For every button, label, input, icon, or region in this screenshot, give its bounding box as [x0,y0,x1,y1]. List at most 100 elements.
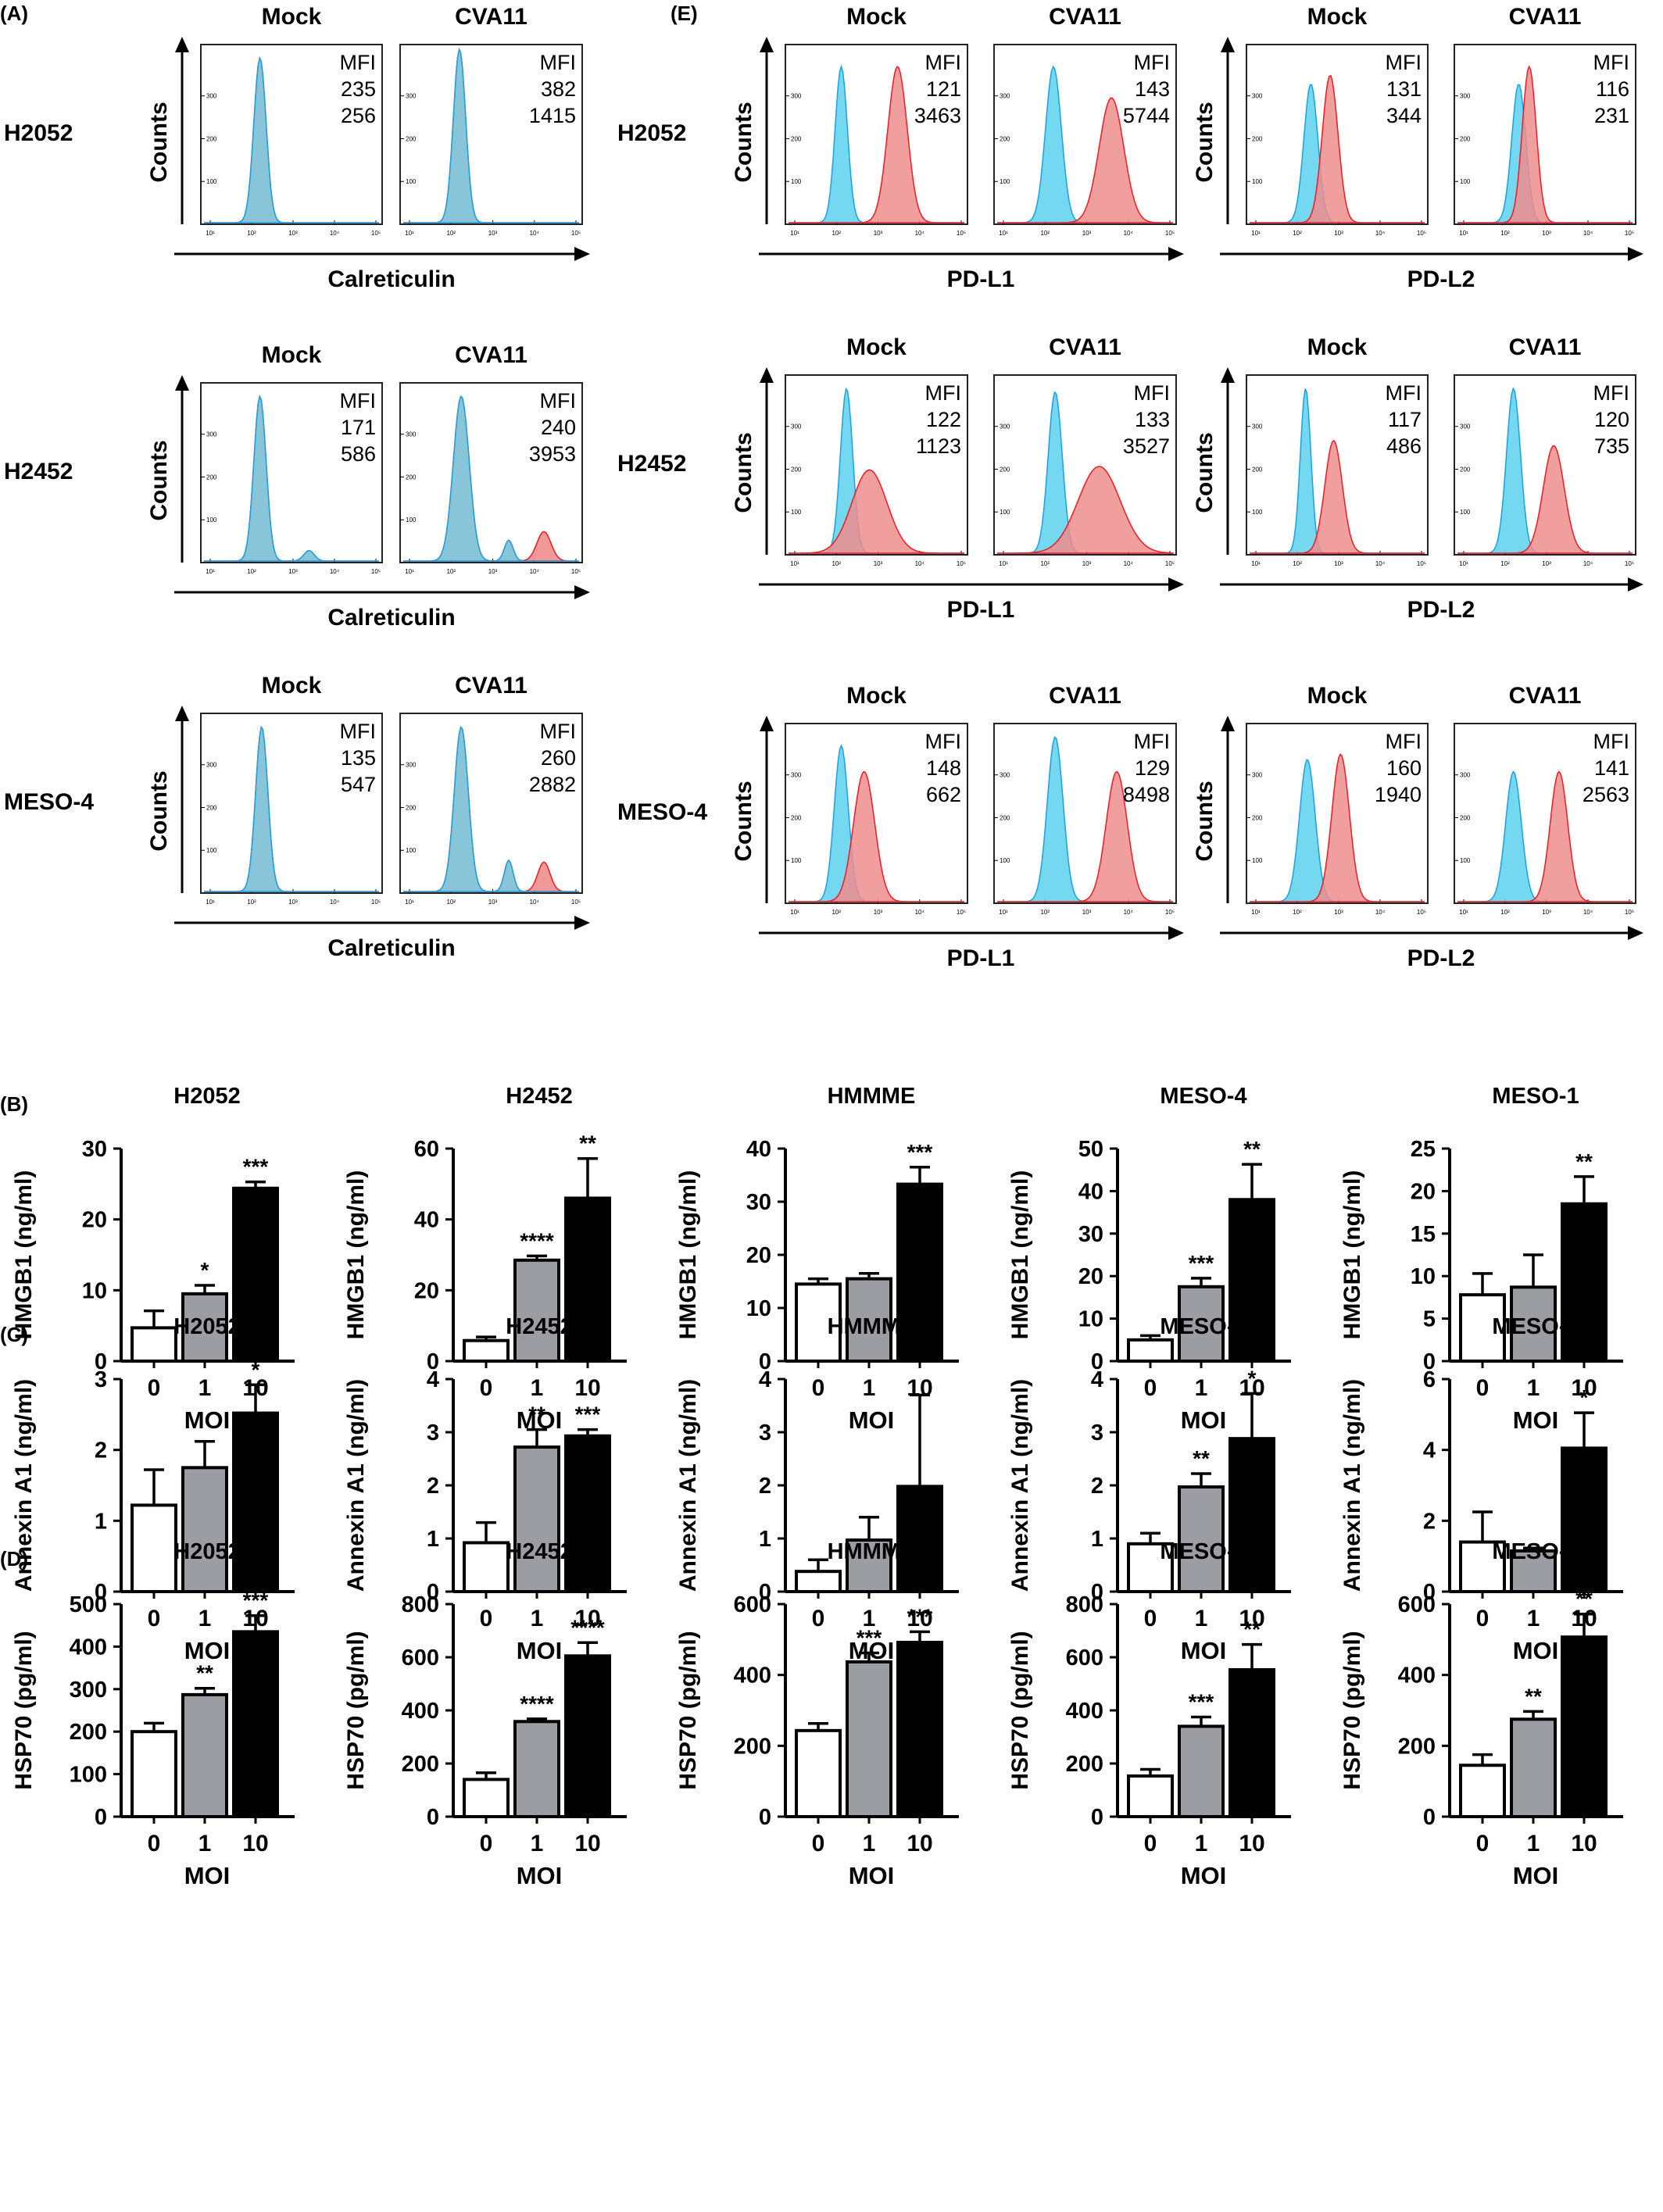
significance-marker: *** [907,1604,933,1628]
bar-moi-1 [1510,1549,1557,1594]
x-tick-label: 10¹ [1459,909,1468,916]
x-axis-label: MOI [1513,1406,1559,1434]
x-tick-label: 10¹ [790,230,799,237]
histogram-frame [399,713,583,894]
stained-histogram [1250,439,1425,554]
y-tick-label: 200 [1398,1734,1436,1759]
x-tick-label: 10² [1293,230,1302,237]
y-tick-label: 400 [402,1699,439,1724]
mfi-stained-value: 344 [1386,104,1422,127]
x-axis-label: MOI [1181,1862,1227,1889]
y-tick-label: 15 [1411,1222,1436,1247]
x-tick-label: 10³ [1542,230,1551,237]
bar-moi-0 [463,1338,510,1363]
condition-header-mock: Mock [1307,4,1368,30]
y-tick-label: 200 [1252,135,1263,142]
y-tick-label: 0 [427,1805,439,1830]
mfi-label: MFI [1593,381,1630,405]
condition-header-cva11: CVA11 [1509,4,1582,30]
y-tick-label: 200 [791,466,802,473]
isotype-histogram [403,47,579,223]
y-tick-label: 30 [82,1137,107,1162]
y-tick-label: 300 [1252,772,1263,779]
y-tick-label: 200 [206,473,217,481]
x-tick-label: 1 [198,1831,212,1856]
y-tick-label: 600 [402,1646,439,1671]
chart-title: H2452 [506,1314,572,1339]
y-tick-label: 300 [206,762,217,769]
x-tick-label: 10² [1040,560,1050,567]
x-tick-label: 0 [480,1831,493,1856]
mfi-label: MFI [1134,51,1171,74]
y-tick-label: 2 [95,1438,107,1463]
x-tick-label: 10⁵ [1417,230,1426,237]
x-tick-label: 10¹ [999,560,1008,567]
x-tick-label: 10⁵ [1165,230,1175,237]
x-tick-label: 10² [247,230,256,237]
y-axis-label: HMGB1 (ng/ml) [343,1170,369,1340]
y-tick-label: 100 [406,178,417,185]
y-axis-label: HSP70 (pg/ml) [1007,1631,1033,1789]
x-tick-label: 10 [907,1831,932,1856]
y-tick-label: 100 [1460,857,1471,864]
mfi-stained-value: 256 [341,104,376,127]
mfi-isotype-value: 240 [541,416,576,439]
cell-line-label: MESO-4 [617,799,707,825]
x-tick-label: 0 [1476,1375,1490,1401]
bar-moi-10 [896,1640,943,1818]
stained-histogram [997,770,1173,902]
x-tick-label: 10⁴ [915,230,925,237]
isotype-histogram [204,56,379,223]
x-tick-label: 10² [832,909,841,916]
x-tick-label: 0 [1144,1831,1157,1856]
mfi-isotype-value: 160 [1386,756,1422,780]
mfi-label: MFI [340,51,377,74]
panel-label-a: (A) [0,2,28,25]
y-tick-label: 20 [82,1208,107,1233]
chart-title: MESO-1 [1492,1084,1579,1109]
x-tick-label: 10⁴ [1375,560,1386,567]
y-tick-label: 100 [206,847,217,854]
y-tick-label: 400 [734,1663,771,1688]
y-tick-label: 2 [427,1474,439,1499]
bar-moi-0 [1127,1542,1174,1594]
panel-label-c: (C) [0,1323,28,1346]
x-tick-label: 10¹ [405,899,414,906]
x-tick-label: 1 [863,1606,876,1631]
y-tick-label: 300 [1000,772,1010,779]
x-tick-label: 0 [1476,1606,1490,1631]
x-tick-label: 10¹ [999,230,1008,237]
y-tick-label: 300 [791,772,802,779]
y-axis-arrow-head [760,37,774,52]
x-axis-label: MOI [1513,1637,1559,1664]
y-tick-label: 20 [1078,1264,1103,1289]
x-tick-label: 10¹ [790,909,799,916]
x-tick-label: 10¹ [1251,909,1261,916]
bar-moi-10 [232,1630,279,1819]
x-tick-label: 10¹ [1251,560,1261,567]
y-tick-label: 4 [1423,1438,1436,1463]
y-tick-label: 600 [1398,1592,1436,1617]
y-tick-label: 200 [791,814,802,821]
y-tick-label: 300 [406,93,417,100]
y-tick-label: 100 [1460,178,1471,185]
y-tick-label: 200 [1000,466,1010,473]
cell-line-label: H2052 [4,120,73,146]
mfi-isotype-value: 121 [926,77,961,101]
y-tick-label: 200 [406,804,417,811]
x-tick-label: 10⁴ [1583,230,1593,237]
y-tick-label: 600 [734,1592,771,1617]
x-tick-label: 1 [531,1606,544,1631]
condition-header-cva11: CVA11 [1049,683,1121,709]
x-tick-label: 10³ [874,560,883,567]
cell-line-label: H2452 [4,459,73,484]
x-tick-label: 10² [1040,230,1050,237]
histogram-frame [399,382,583,563]
y-tick-label: 100 [1252,857,1263,864]
x-tick-label: 0 [1476,1831,1490,1856]
y-tick-label: 4 [1091,1367,1103,1392]
y-axis-label-counts: Counts [146,102,172,182]
x-axis-arrow-head [574,247,590,261]
stained-histogram [1250,74,1425,223]
x-axis-arrow-head [1628,247,1643,261]
